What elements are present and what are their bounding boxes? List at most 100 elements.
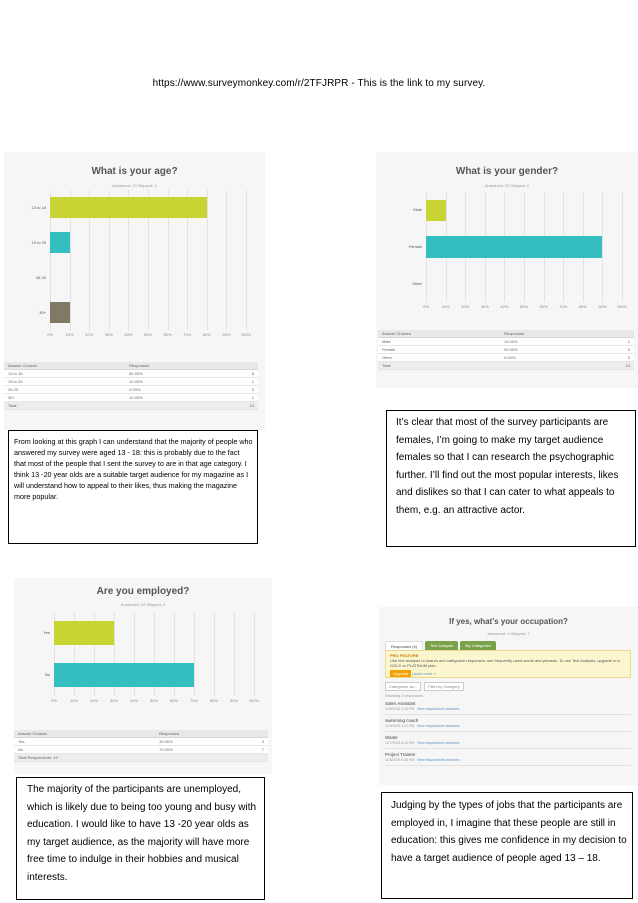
list-item: Sales Assistant 11/9/2015 1:13 PM View r… bbox=[385, 700, 631, 715]
x-tick-label: 50% bbox=[519, 304, 529, 309]
occupation-analysis-text: Judging by the types of jobs that the pa… bbox=[391, 800, 627, 864]
table-cell: 19 to 25 bbox=[4, 377, 126, 386]
table-cell bbox=[155, 753, 238, 762]
x-tick-label: 10% bbox=[65, 332, 74, 337]
table-cell bbox=[237, 753, 268, 762]
age-analysis-note: From looking at this graph I can underst… bbox=[8, 430, 258, 544]
x-tick-label: 60% bbox=[163, 332, 172, 337]
upgrade-button[interactable]: Upgrade bbox=[390, 670, 412, 677]
table-row: Yes 30.00% 3 bbox=[14, 737, 268, 746]
table-cell: 30.00% bbox=[155, 737, 238, 746]
employed-question-subtitle: Answered: 10 Skipped: 0 bbox=[120, 602, 166, 607]
x-tick-label: 50% bbox=[143, 332, 153, 337]
categorize-select[interactable]: Categorize as... bbox=[385, 682, 422, 691]
gridline bbox=[174, 612, 175, 696]
age-analysis-text: From looking at this graph I can underst… bbox=[14, 437, 253, 501]
x-tick-label: 30% bbox=[480, 304, 489, 309]
table-total-row: Total 10 bbox=[4, 401, 258, 410]
filter-by-category-select[interactable]: Filter by Category bbox=[424, 682, 464, 691]
x-tick-label: 100% bbox=[616, 304, 628, 309]
table-cell: Male bbox=[378, 337, 501, 346]
survey-link[interactable]: https://www.surveymonkey.com/r/2TFJRPR bbox=[152, 78, 349, 89]
gender-survey-panel: What is your gender? Answered: 10 Skippe… bbox=[376, 152, 638, 388]
x-tick-label: 20% bbox=[85, 332, 94, 337]
survey-link-line: https://www.surveymonkey.com/r/2TFJRPR -… bbox=[0, 78, 638, 89]
table-cell: 90.00% bbox=[500, 345, 593, 354]
gridline bbox=[50, 190, 51, 330]
occupation-question-subtitle: Answered: 4 Skipped: 7 bbox=[487, 631, 530, 636]
table-cell: 7 bbox=[237, 745, 268, 754]
view-answers-link[interactable]: View respondent's answers bbox=[417, 707, 460, 711]
x-tick-label: 20% bbox=[89, 698, 99, 703]
tab-text-analysis[interactable]: Text Analysis bbox=[425, 641, 459, 650]
employed-question-title: Are you employed? bbox=[96, 586, 190, 597]
x-tick-label: 80% bbox=[202, 332, 211, 337]
response-date: 11/9/2015 1:13 PM bbox=[385, 707, 415, 711]
x-tick-label: 60% bbox=[539, 304, 548, 309]
table-header bbox=[217, 362, 258, 370]
response-answer: Waiter bbox=[385, 735, 398, 740]
gridline bbox=[602, 192, 604, 302]
tab-responses[interactable]: Responses (4) bbox=[385, 641, 424, 650]
table-cell: Other bbox=[378, 353, 501, 362]
occupation-survey-panel: If yes, what's your occupation? Answered… bbox=[379, 607, 638, 785]
learn-more-link[interactable]: Learn more » bbox=[412, 671, 436, 676]
gridline bbox=[206, 190, 208, 330]
bar bbox=[426, 236, 603, 258]
x-tick-label: 90% bbox=[598, 304, 607, 309]
tab-my-categories[interactable]: My Categories bbox=[460, 641, 496, 650]
bar bbox=[50, 232, 70, 253]
table-cell: 70.00% bbox=[155, 745, 238, 754]
gridline bbox=[194, 612, 195, 696]
x-tick-label: 70% bbox=[189, 698, 199, 703]
gridline bbox=[94, 612, 95, 696]
table-cell bbox=[125, 401, 218, 410]
gridline bbox=[214, 612, 215, 696]
table-cell: 10 bbox=[217, 401, 258, 410]
pro-feature-title: PRO FEATURE bbox=[390, 653, 419, 658]
category-label: 19 to 25 bbox=[31, 239, 46, 245]
view-answers-link[interactable]: View respondent's answers bbox=[417, 741, 460, 745]
employed-analysis-text: The majority of the participants are une… bbox=[27, 784, 257, 883]
employed-survey-panel: Are you employed? Answered: 10 Skipped: … bbox=[14, 578, 272, 774]
table-header: Responses bbox=[155, 730, 238, 738]
x-tick-label: 30% bbox=[109, 698, 119, 703]
occupation-question-title: If yes, what's your occupation? bbox=[449, 617, 568, 626]
gender-bar-chart: 0% 10% 20% 30% 40% 50% 60% 70% 80% 90% 100% Male Fem… bbox=[409, 192, 630, 310]
table-cell: 10 bbox=[592, 361, 634, 370]
gridline bbox=[622, 192, 623, 302]
occupation-analysis-note: Judging by the types of jobs that the pa… bbox=[381, 792, 633, 899]
view-answers-link[interactable]: View respondent's answers bbox=[417, 724, 460, 728]
x-tick-label: 40% bbox=[129, 698, 139, 703]
occupation-tabs: Responses (4) Text Analysis My Categorie… bbox=[385, 641, 496, 650]
table-row: 30+ 10.00% 1 bbox=[4, 393, 258, 402]
table-cell: Total bbox=[4, 401, 126, 410]
response-answer: swimming coach bbox=[385, 718, 419, 723]
gridline bbox=[148, 190, 149, 330]
list-item: Project Trainee 11/6/2015 6:36 PM View r… bbox=[385, 751, 631, 766]
employed-bar-chart: 0% 10% 20% 30% 40% 50% 60% 70% 80% 90% 100% Yes No bbox=[43, 612, 262, 704]
gridline bbox=[226, 190, 228, 330]
gridline bbox=[89, 190, 91, 330]
x-tick-label: 0% bbox=[47, 332, 53, 337]
view-answers-link[interactable]: View respondent's answers bbox=[417, 758, 460, 762]
table-cell: No bbox=[14, 745, 156, 754]
x-tick-label: 10% bbox=[441, 304, 450, 309]
table-cell: 10.00% bbox=[500, 337, 593, 346]
table-row: Other 0.00% 0 bbox=[378, 353, 634, 362]
table-total-row: Total Respondents: 10 bbox=[14, 753, 268, 762]
table-header bbox=[237, 730, 268, 738]
table-cell: 1 bbox=[217, 393, 258, 402]
x-tick-label: 70% bbox=[559, 304, 568, 309]
table-cell: Yes bbox=[14, 737, 156, 746]
table-cell: 3 bbox=[237, 737, 268, 746]
table-cell: 80.00% bbox=[125, 369, 218, 378]
x-tick-label: 90% bbox=[222, 332, 231, 337]
category-label: 26-29 bbox=[35, 274, 46, 280]
x-tick-label: 10% bbox=[69, 698, 79, 703]
table-cell: 1 bbox=[592, 337, 634, 346]
table-header: Answer Choices bbox=[14, 730, 156, 738]
gridline bbox=[234, 612, 235, 696]
age-question-subtitle: Answered: 10 Skipped: 0 bbox=[112, 183, 157, 188]
gridline bbox=[128, 190, 130, 330]
